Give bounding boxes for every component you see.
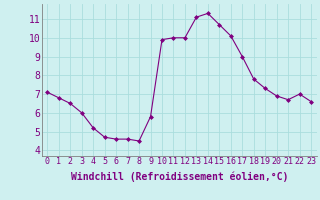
- X-axis label: Windchill (Refroidissement éolien,°C): Windchill (Refroidissement éolien,°C): [70, 172, 288, 182]
